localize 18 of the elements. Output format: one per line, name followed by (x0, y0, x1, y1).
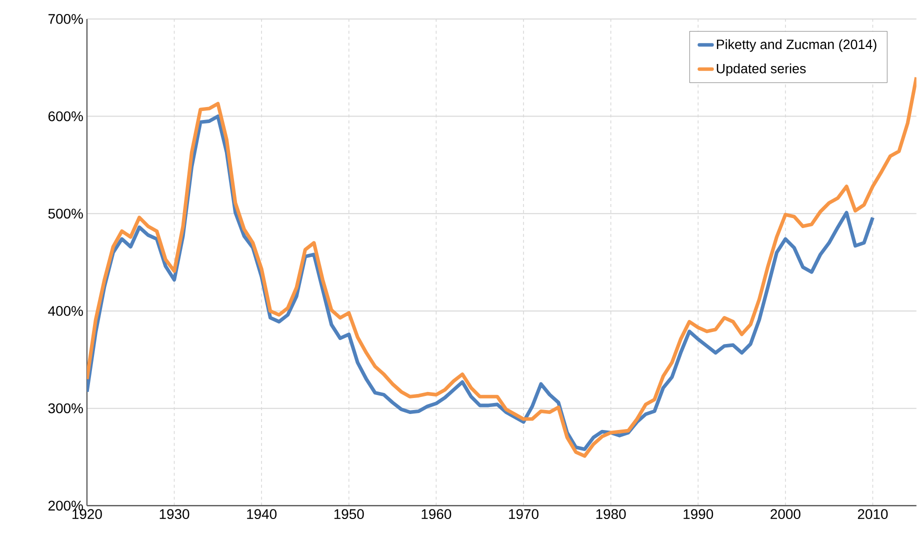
y-tick-label: 600% (48, 112, 83, 122)
y-tick-label: 300% (48, 404, 83, 414)
x-tick-label: 1950 (334, 509, 364, 520)
x-tick-label: 1920 (72, 509, 102, 520)
legend-label: Piketty and Zucman (2014) (716, 39, 876, 52)
x-tick-label: 1960 (422, 509, 452, 520)
y-tick-label: 500% (48, 208, 83, 219)
x-tick-label: 1930 (160, 509, 190, 520)
y-tick-label: 200% (48, 500, 83, 511)
y-tick-label: 400% (48, 306, 83, 316)
x-tick-label: 1970 (509, 509, 538, 520)
x-tick-label: 2010 (858, 509, 888, 520)
y-tick-label: 700% (48, 14, 83, 24)
x-tick-label: 2000 (770, 509, 800, 520)
x-tick-label: 1990 (684, 509, 714, 520)
x-tick-label: 1940 (247, 509, 277, 520)
legend-label: Updated series (716, 64, 806, 76)
x-tick-label: 1980 (596, 509, 626, 520)
